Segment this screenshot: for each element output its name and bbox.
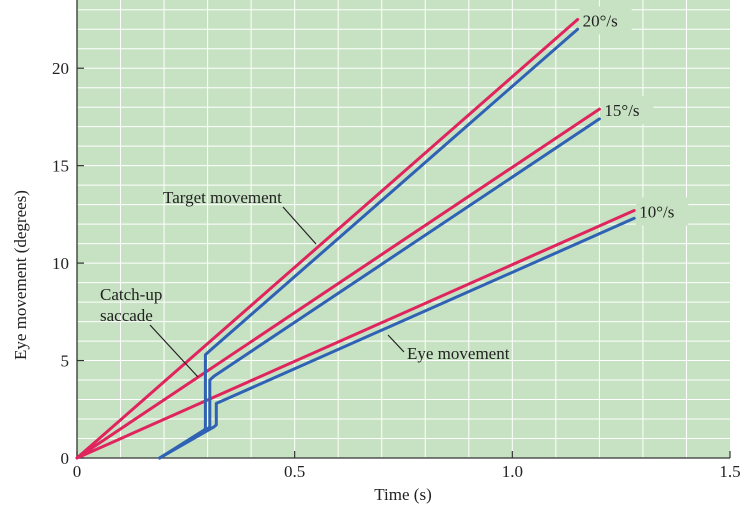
saccade-annotation-line1: Catch-up [100, 285, 162, 304]
axes [76, 0, 731, 459]
target-line-1 [75, 107, 601, 460]
label-layer: 20°/s 15°/s 10°/s [579, 6, 689, 226]
eye-annotation: Eye movement [407, 344, 510, 363]
y-tick-label: 10 [52, 254, 69, 273]
y-axis-title: Eye movement (degrees) [11, 190, 30, 360]
x-axis-title: Time (s) [374, 485, 431, 504]
x-tick-label: 0.5 [284, 462, 305, 481]
plot-area [77, 0, 730, 458]
eye-line-5 [158, 216, 636, 460]
speed-label-bg [601, 96, 654, 125]
eye-annotation-leader [387, 334, 405, 353]
speed-label: 20°/s [583, 11, 618, 30]
y-tick-label: 15 [52, 157, 69, 176]
saccade-annotation-line2: saccade [100, 306, 153, 325]
speed-label-bg [579, 6, 632, 35]
y-tick-label: 5 [61, 352, 70, 371]
x-tick-label: 0 [73, 462, 82, 481]
y-tick-label: 0 [61, 449, 70, 468]
target-annotation-leader [282, 206, 317, 245]
x-tick-label: 1.0 [502, 462, 523, 481]
speed-label: 10°/s [639, 202, 674, 221]
series-layer [75, 18, 636, 460]
saccade-annotation-leader [149, 324, 199, 378]
target-line-0 [75, 18, 580, 460]
target-annotation: Target movement [163, 188, 282, 207]
x-tick-label: 1.5 [719, 462, 740, 481]
y-tick-label: 20 [52, 59, 69, 78]
target-line-2 [75, 209, 636, 460]
speed-label: 15°/s [604, 101, 639, 120]
tick-labels: 0 0.5 1.0 1.5 0 5 10 15 20 [52, 59, 741, 481]
speed-label-bg [636, 197, 689, 226]
